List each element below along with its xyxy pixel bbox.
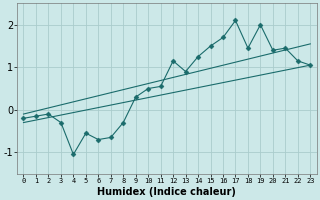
X-axis label: Humidex (Indice chaleur): Humidex (Indice chaleur) [98, 187, 236, 197]
